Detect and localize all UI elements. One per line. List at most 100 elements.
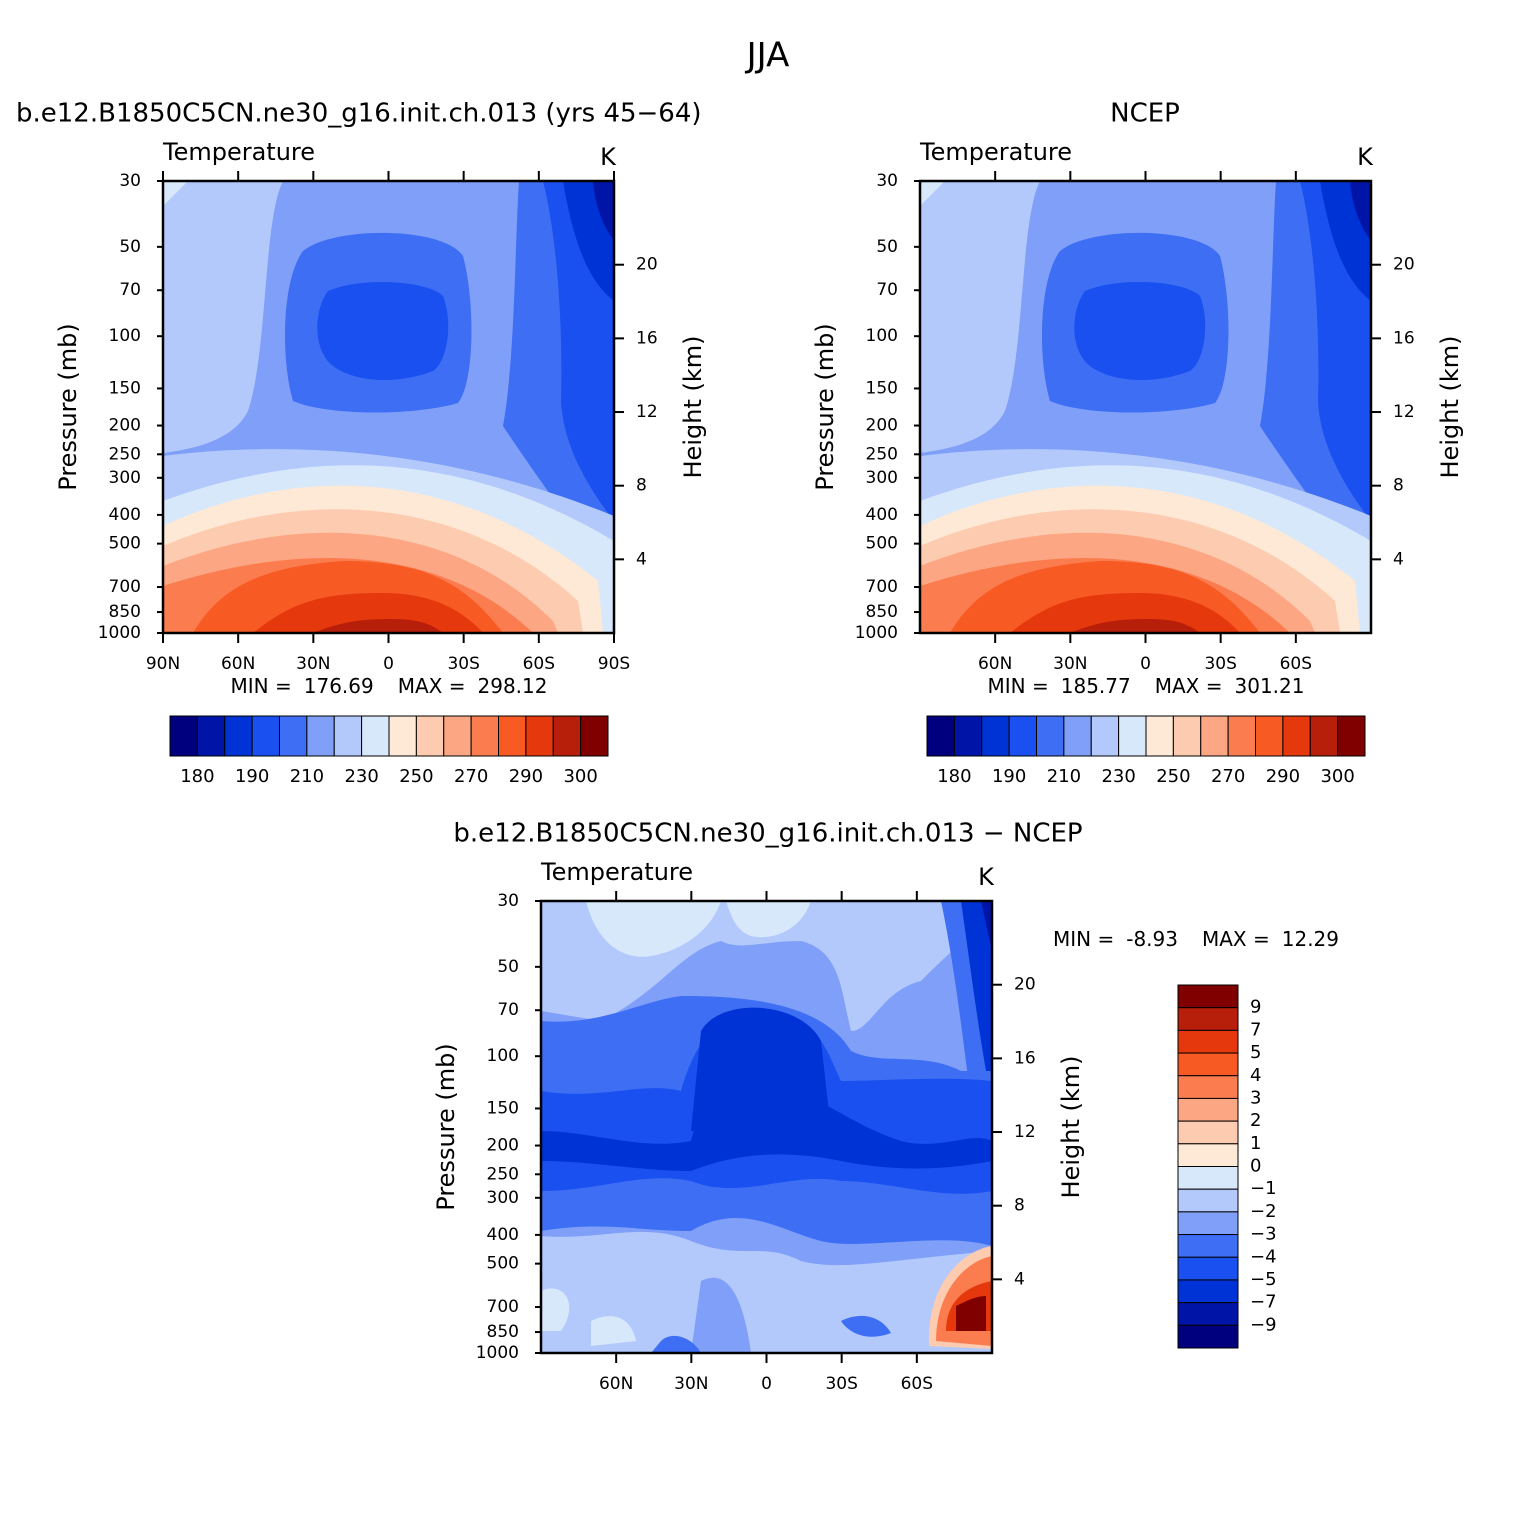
y2-tick-label: 16 <box>1393 328 1415 348</box>
x-tick-label: 60N <box>221 654 255 674</box>
y-tick-label: 250 <box>866 444 898 464</box>
colorbar-label: 0 <box>1250 1156 1261 1177</box>
colorbar-label: 2 <box>1250 1110 1261 1131</box>
colorbar-label: 4 <box>1250 1065 1261 1086</box>
x-tick-label: 0 <box>761 1374 772 1394</box>
colorbar-label: 5 <box>1250 1042 1261 1063</box>
x-tick-label: 30N <box>296 654 330 674</box>
colorbar-box <box>388 715 417 757</box>
y-tick-label: 70 <box>119 280 141 300</box>
colorbar-label: 290 <box>509 766 543 787</box>
min-value: 185.77 <box>1061 674 1131 698</box>
y-tick-label: 850 <box>487 1322 519 1342</box>
colorbar-box <box>169 715 198 757</box>
stats: MIN = -8.93 MAX = 12.29 <box>1053 927 1339 951</box>
y2-tick-label: 20 <box>636 255 658 275</box>
max-value: 301.21 <box>1235 674 1305 698</box>
y-tick-label: 50 <box>119 237 141 257</box>
y-tick-label: 250 <box>487 1164 519 1184</box>
x-tick-label: 30N <box>674 1374 708 1394</box>
y2-tick-label: 8 <box>1014 1196 1025 1216</box>
y2-axis-label: Height (km) <box>1436 336 1464 479</box>
y-tick-label: 300 <box>487 1188 519 1208</box>
colorbar-label: 1 <box>1250 1133 1261 1154</box>
max-label: MAX = <box>398 674 466 698</box>
colorbar-box <box>279 715 308 757</box>
colorbar-box <box>443 715 472 757</box>
colorbar-box <box>1255 715 1284 757</box>
colorbar-box <box>1282 715 1311 757</box>
min-label: MIN = <box>231 674 292 698</box>
colorbar-label: 3 <box>1250 1087 1261 1108</box>
panel-subtitle: Temperature <box>162 138 315 166</box>
colorbar-box <box>498 715 527 757</box>
x-tick-label: 0 <box>383 654 394 674</box>
y-tick-label: 30 <box>876 171 898 191</box>
colorbar-box <box>1337 715 1366 757</box>
panel-title: NCEP <box>1110 99 1180 129</box>
y-tick-label: 1000 <box>855 623 898 643</box>
panel-subtitle: Temperature <box>919 138 1072 166</box>
y-tick-label: 100 <box>866 326 898 346</box>
x-tick-label: 90N <box>146 654 180 674</box>
colorbar-box <box>1177 1234 1239 1258</box>
colorbar-label: −1 <box>1250 1178 1277 1199</box>
max-label: MAX = <box>1155 674 1223 698</box>
colorbar-box <box>981 715 1010 757</box>
y2-axis-label: Height (km) <box>1057 1056 1085 1199</box>
y-tick-label: 150 <box>487 1098 519 1118</box>
x-tick-label: 30S <box>825 1374 857 1394</box>
colorbar-box <box>953 715 983 757</box>
colorbar-box <box>1008 715 1037 757</box>
x-tick-label: 60N <box>599 1374 633 1394</box>
colorbar-label: 230 <box>344 766 378 787</box>
y-tick-label: 850 <box>866 602 898 622</box>
colorbar-label: 190 <box>235 766 269 787</box>
colorbar-box <box>1090 715 1120 757</box>
colorbar-box <box>306 715 335 757</box>
y-tick-label: 300 <box>866 468 898 488</box>
units-label: K <box>1357 143 1374 171</box>
y2-tick-label: 4 <box>1393 549 1404 569</box>
colorbar-label: −2 <box>1250 1201 1277 1222</box>
colorbar-box <box>1177 1052 1239 1077</box>
y-axis-label: Pressure (mb) <box>811 323 839 490</box>
y-tick-label: 250 <box>109 444 141 464</box>
x-tick-label: 30S <box>1204 654 1236 674</box>
y-tick-label: 500 <box>487 1254 519 1274</box>
y-tick-label: 200 <box>109 416 141 436</box>
y-tick-label: 200 <box>487 1136 519 1156</box>
y-axis-label: Pressure (mb) <box>54 323 82 490</box>
colorbar-label: 270 <box>1211 766 1245 787</box>
min-label: MIN = <box>1053 927 1114 951</box>
y-tick-label: 50 <box>497 957 519 977</box>
y2-axis-label: Height (km) <box>679 336 707 479</box>
colorbar-box <box>1177 1029 1239 1054</box>
colorbar-box <box>224 715 253 757</box>
colorbar-label: 190 <box>992 766 1026 787</box>
colorbar-label: 250 <box>399 766 433 787</box>
x-tick-label: 60S <box>1280 654 1312 674</box>
y-tick-label: 700 <box>487 1297 519 1317</box>
colorbar-box <box>1063 715 1092 757</box>
contour-field <box>541 901 992 1353</box>
colorbar-label: −9 <box>1250 1314 1277 1335</box>
colorbar-label: −4 <box>1250 1246 1277 1267</box>
colorbar-box <box>1177 1120 1239 1145</box>
panel-title: b.e12.B1850C5CN.ne30_g16.init.ch.013 − N… <box>453 819 1082 849</box>
y-tick-label: 1000 <box>98 623 141 643</box>
units-label: K <box>600 143 617 171</box>
x-tick-label: 30N <box>1053 654 1087 674</box>
colorbar-label: 7 <box>1250 1019 1261 1040</box>
y2-tick-label: 20 <box>1393 255 1415 275</box>
colorbar-box <box>1177 1097 1239 1122</box>
colorbar-label: 250 <box>1156 766 1190 787</box>
y2-tick-label: 16 <box>636 328 658 348</box>
colorbar-box <box>470 715 499 757</box>
y2-tick-label: 4 <box>1014 1269 1025 1289</box>
y2-tick-label: 12 <box>1393 402 1415 422</box>
colorbar-label: 180 <box>180 766 214 787</box>
colorbar-label: 300 <box>1320 766 1354 787</box>
